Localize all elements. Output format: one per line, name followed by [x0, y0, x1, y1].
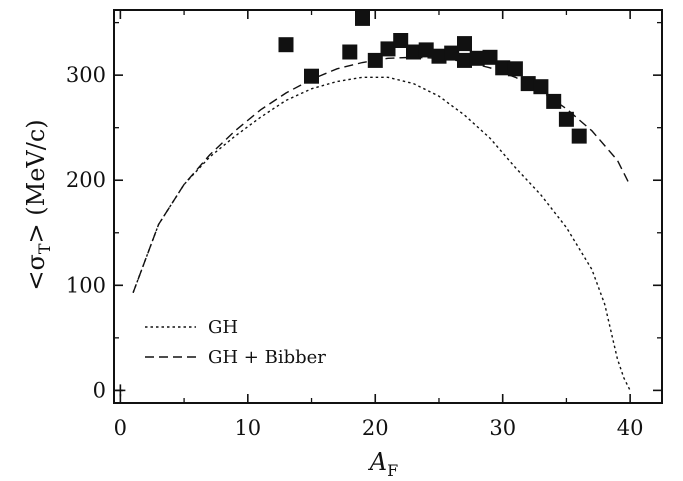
- data-point: [355, 10, 370, 26]
- data-point: [406, 44, 421, 60]
- y-tick-label: 200: [66, 168, 106, 192]
- y-axis-label-sub: T: [35, 243, 54, 254]
- x-axis-label: AF: [368, 448, 398, 480]
- legend-label-gh-bibber: GH + Bibber: [208, 347, 326, 368]
- data-point: [278, 37, 294, 53]
- data-point: [457, 52, 472, 68]
- series-line-gh-bibber: [132, 56, 631, 293]
- x-tick-label: 0: [114, 416, 127, 440]
- x-axis-label-sub: F: [387, 461, 398, 480]
- x-tick-label: 40: [617, 416, 644, 440]
- data-point: [380, 41, 396, 57]
- axis-ticks: [114, 10, 662, 403]
- x-tick-label: 30: [489, 416, 516, 440]
- series-line-gh: [132, 76, 631, 391]
- data-point: [469, 50, 485, 66]
- y-tick-label: 300: [66, 63, 106, 87]
- data-point: [507, 61, 523, 77]
- data-point: [418, 42, 434, 58]
- y-tick-label: 0: [93, 378, 106, 402]
- data-point: [431, 48, 447, 64]
- data-point: [495, 60, 511, 76]
- scatter-points: [278, 10, 587, 144]
- data-point: [367, 52, 383, 68]
- data-point: [444, 45, 460, 61]
- x-tick-label: 20: [362, 416, 389, 440]
- plot-frame: [113, 9, 663, 404]
- y-axis-label-post: > (MeV/c): [22, 119, 50, 243]
- data-point: [342, 44, 358, 60]
- y-axis-label-pre: <σ: [22, 254, 50, 291]
- data-point: [482, 49, 498, 65]
- data-point: [546, 93, 562, 109]
- data-point: [520, 76, 536, 92]
- y-tick-label: 100: [66, 273, 106, 297]
- x-tick-label: 10: [234, 416, 261, 440]
- data-point: [457, 36, 472, 52]
- data-point: [304, 68, 319, 84]
- y-axis-label: <σT> (MeV/c): [22, 119, 54, 290]
- data-point: [533, 79, 549, 95]
- data-point: [571, 128, 587, 144]
- x-axis-label-main: A: [368, 448, 387, 476]
- tick-labels: 0 10 20 30 40 0 100 200 300: [66, 63, 644, 440]
- legend: GH GH + Bibber: [145, 317, 326, 368]
- data-point: [558, 111, 574, 127]
- legend-label-gh: GH: [208, 317, 238, 338]
- data-point: [393, 33, 409, 48]
